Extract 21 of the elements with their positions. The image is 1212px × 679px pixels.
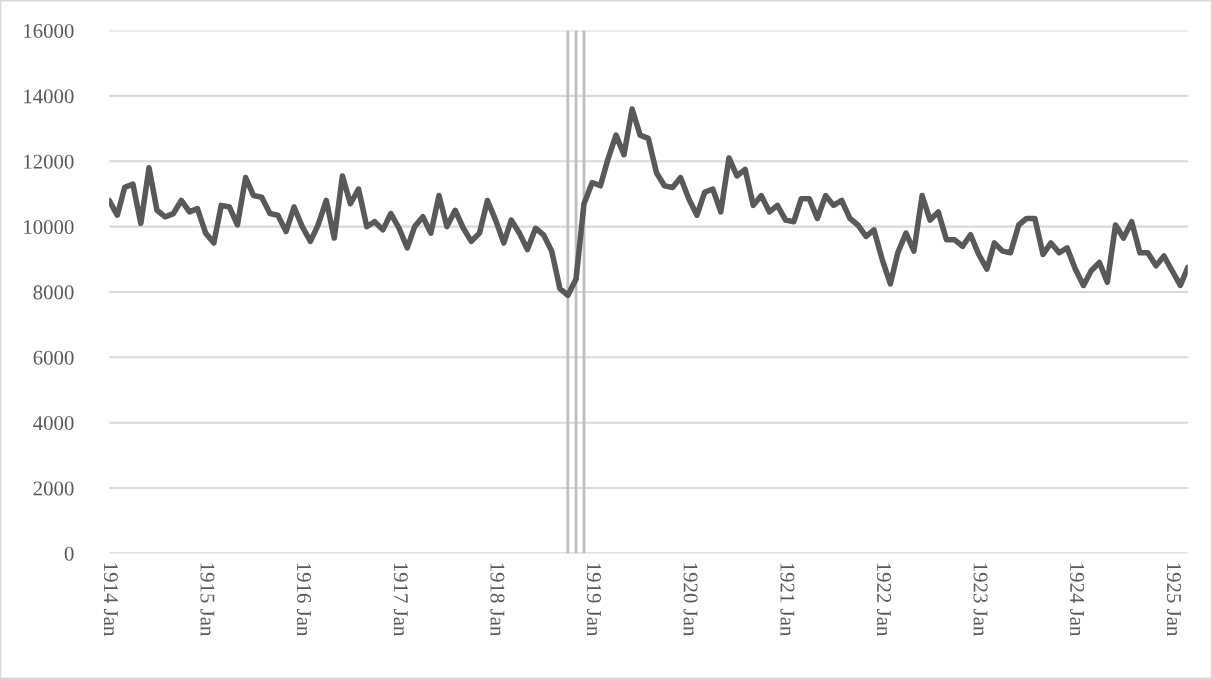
x-tick-label: 1919 Jan <box>586 563 601 637</box>
y-tick-label: 2000 <box>33 481 74 496</box>
x-tick-label: 1914 Jan <box>103 563 118 637</box>
x-tick-label: 1918 Jan <box>490 563 505 637</box>
y-tick-label: 12000 <box>24 154 74 169</box>
y-tick-label: 10000 <box>24 219 74 235</box>
x-tick-label: 1915 Jan <box>200 563 215 637</box>
x-tick-label: 1921 Jan <box>780 563 795 637</box>
y-tick-label: 0 <box>64 546 74 561</box>
x-tick-label: 1925 Jan <box>1166 563 1181 637</box>
x-tick-label: 1924 Jan <box>1070 563 1085 637</box>
x-tick-label: 1916 Jan <box>297 563 312 637</box>
x-tick-label: 1922 Jan <box>876 563 891 637</box>
y-tick-label: 6000 <box>33 350 74 365</box>
y-tick-label: 4000 <box>33 416 74 431</box>
y-tick-label: 14000 <box>24 89 74 104</box>
x-tick-label: 1920 Jan <box>683 563 698 637</box>
x-tick-label: 1917 Jan <box>393 563 408 637</box>
x-tick-label: 1923 Jan <box>973 563 988 637</box>
y-tick-label: 8000 <box>33 285 74 300</box>
y-tick-label: 16000 <box>24 23 74 38</box>
